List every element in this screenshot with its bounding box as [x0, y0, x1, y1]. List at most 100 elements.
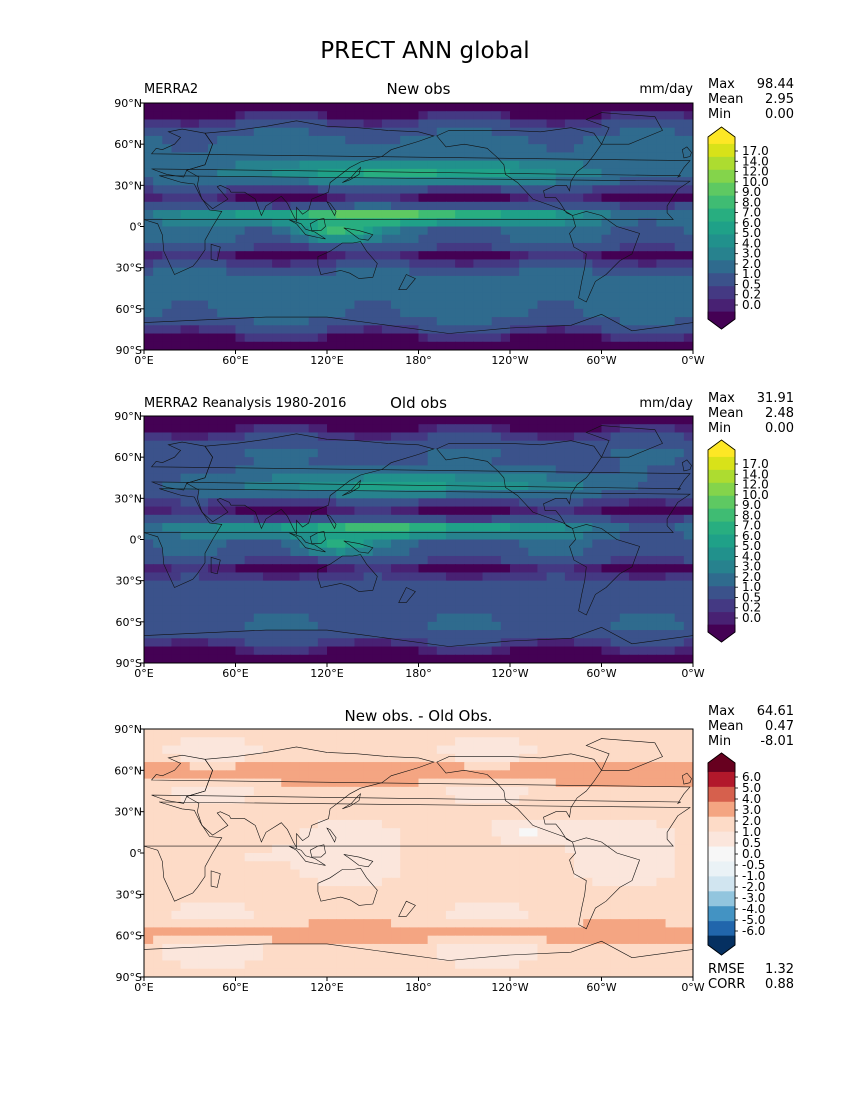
map-cell — [198, 226, 209, 236]
map-cell — [473, 218, 484, 228]
map-cell — [162, 127, 173, 137]
map-cell — [281, 861, 291, 871]
map-cell — [272, 440, 282, 450]
map-cell — [171, 177, 182, 186]
map-cell — [345, 819, 356, 829]
map-cell — [628, 555, 639, 565]
map-cell — [363, 457, 374, 466]
map-cell — [327, 210, 337, 219]
map-cell — [583, 638, 593, 648]
map-cell — [647, 886, 657, 895]
map-cell — [180, 886, 191, 895]
map-cell — [528, 490, 539, 499]
map-cell — [198, 201, 209, 211]
map-cell — [363, 514, 374, 524]
map-cell — [619, 638, 630, 648]
map-cell — [628, 481, 639, 491]
map-cell — [592, 103, 603, 112]
map-cell — [290, 877, 301, 887]
map-cell — [253, 836, 264, 846]
map-cell — [601, 778, 612, 788]
map-cell — [500, 185, 511, 195]
map-cell — [217, 251, 227, 261]
map-cell — [336, 613, 346, 623]
map-cell — [418, 119, 429, 129]
map-cell — [144, 555, 154, 565]
panel-1-stat-mean: Mean 2.95 — [708, 92, 794, 107]
map-cell — [564, 193, 575, 203]
map-cell — [253, 555, 264, 565]
map-cell — [381, 177, 392, 186]
map-cell — [500, 424, 511, 434]
map-cell — [619, 218, 630, 228]
map-cell — [455, 580, 465, 590]
map-cell — [482, 613, 493, 623]
map-cell — [336, 654, 346, 663]
map-cell — [619, 531, 630, 541]
map-cell — [537, 127, 548, 137]
coastline — [681, 146, 692, 159]
map-cell — [528, 564, 539, 574]
map-cell — [674, 317, 685, 326]
map-cell — [391, 251, 401, 261]
map-cell — [171, 160, 182, 170]
map-cell — [208, 341, 218, 350]
map-cell — [683, 555, 693, 565]
map-cell — [427, 135, 438, 145]
map-cell — [491, 869, 502, 879]
map-cell — [290, 646, 301, 656]
map-cell — [208, 795, 218, 804]
map-cell — [619, 424, 630, 434]
map-cell — [189, 539, 200, 549]
map-cell — [674, 234, 685, 244]
map-cell — [189, 160, 200, 170]
map-cell — [574, 333, 584, 343]
map-cell — [171, 523, 182, 532]
map-cell — [372, 308, 383, 318]
map-cell — [638, 292, 648, 302]
map-cell — [519, 877, 529, 887]
map-cell — [208, 770, 218, 780]
map-cell — [345, 177, 356, 186]
map-cell — [574, 103, 584, 112]
map-cell — [409, 861, 420, 871]
map-cell — [272, 836, 282, 846]
map-cell — [336, 457, 346, 466]
map-cell — [427, 333, 438, 343]
map-cell — [473, 317, 484, 326]
map-cell — [564, 152, 575, 162]
map-cell — [528, 300, 539, 310]
map-cell — [400, 506, 410, 516]
map-cell — [290, 819, 301, 829]
map-cell — [391, 580, 401, 590]
map-cell — [592, 325, 603, 335]
map-cell — [162, 844, 173, 854]
map-cell — [638, 160, 648, 170]
map-cell — [308, 638, 319, 648]
map-cell — [574, 844, 584, 854]
map-cell — [262, 416, 273, 425]
map-cell — [180, 201, 191, 211]
map-cell — [519, 853, 529, 862]
map-cell — [491, 234, 502, 244]
map-cell — [400, 605, 410, 615]
map-cell — [327, 795, 337, 804]
map-cell — [491, 308, 502, 318]
map-cell — [555, 168, 566, 178]
map-cell — [482, 103, 493, 112]
map-cell — [491, 210, 502, 219]
map-cell — [391, 811, 401, 821]
map-cell — [656, 119, 667, 129]
map-cell — [391, 729, 401, 738]
map-cell — [299, 448, 310, 458]
map-cell — [208, 308, 218, 318]
colorbar-segment — [708, 586, 735, 600]
map-cell — [171, 226, 182, 236]
map-cell — [482, 828, 493, 838]
map-cell — [601, 127, 612, 137]
map-cell — [665, 638, 676, 648]
map-cell — [171, 234, 182, 244]
map-cell — [628, 440, 639, 450]
map-cell — [253, 498, 264, 508]
coastline — [185, 120, 435, 223]
